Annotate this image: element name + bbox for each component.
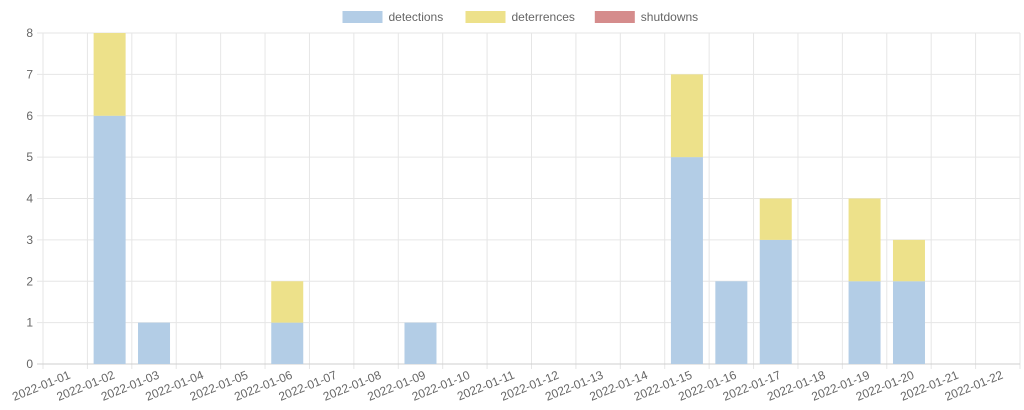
bar-detections[interactable] <box>271 322 304 364</box>
bars <box>93 33 925 364</box>
y-tick-label: 5 <box>26 150 33 164</box>
y-tick-label: 2 <box>26 274 33 288</box>
bar-deterrences[interactable] <box>93 33 126 116</box>
y-tick-label: 3 <box>26 233 33 247</box>
legend-item-shutdowns[interactable]: shutdowns <box>594 10 698 24</box>
legend-item-deterrences[interactable]: deterrences <box>465 10 575 24</box>
legend-swatch <box>465 11 506 23</box>
legend-label: detections <box>389 10 444 24</box>
y-tick-label: 4 <box>26 192 33 206</box>
bar-detections[interactable] <box>670 157 703 364</box>
y-tick-label: 8 <box>26 26 33 40</box>
bar-detections[interactable] <box>759 239 792 364</box>
bar-detections[interactable] <box>848 281 881 364</box>
y-tick-label: 6 <box>26 109 33 123</box>
legend-label: deterrences <box>512 10 575 24</box>
legend: detections deterrences shutdowns <box>342 10 698 24</box>
legend-label: shutdowns <box>641 10 698 24</box>
bar-detections[interactable] <box>93 115 126 364</box>
bar-detections[interactable] <box>404 322 437 364</box>
legend-item-detections[interactable]: detections <box>342 10 444 24</box>
bar-deterrences[interactable] <box>892 239 925 282</box>
legend-swatch <box>594 11 635 23</box>
bar-deterrences[interactable] <box>759 198 792 240</box>
bar-detections[interactable] <box>715 281 748 364</box>
bar-detections[interactable] <box>138 322 171 364</box>
y-tick-label: 7 <box>26 67 33 81</box>
bar-deterrences[interactable] <box>670 74 703 158</box>
grid <box>37 32 1021 369</box>
bar-deterrences[interactable] <box>271 281 304 323</box>
y-tick-label: 0 <box>26 357 33 371</box>
y-tick-label: 1 <box>26 316 33 330</box>
legend-swatch <box>342 11 383 23</box>
bar-detections[interactable] <box>892 281 925 364</box>
bar-deterrences[interactable] <box>848 198 881 282</box>
